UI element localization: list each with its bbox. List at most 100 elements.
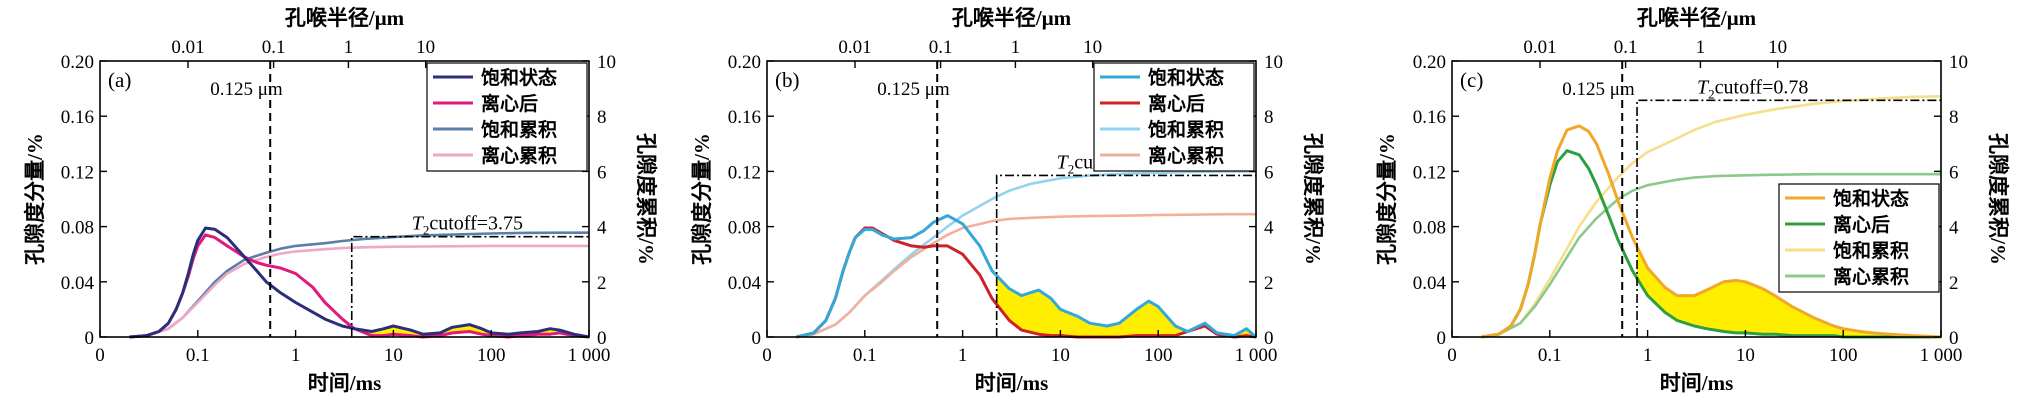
x-tick-label: 10: [1736, 345, 1755, 366]
top-tick-label: 1: [1011, 37, 1021, 58]
legend-label-2: 离心后: [1833, 213, 1890, 236]
y-left-axis-label: 孔隙度分量/%: [690, 133, 714, 265]
legend-label-3: 饱和累积: [1833, 239, 1909, 262]
cutoff-dashdot-line: [995, 174, 1256, 337]
x-tick-label: 0: [762, 345, 772, 366]
legend-label-1: 饱和状态: [481, 66, 557, 89]
y-right-tick-label: 4: [597, 218, 607, 239]
y-left-tick-label: 0: [1437, 328, 1447, 349]
x-tick-label: 1 000: [1235, 345, 1278, 366]
legend-box: [426, 62, 588, 172]
top-tick-label: 0.1: [1614, 37, 1638, 58]
top-tick-label: 0.1: [262, 37, 286, 58]
x-tick-label: 100: [1144, 345, 1173, 366]
x-tick-label: 0.1: [186, 345, 210, 366]
x-tick-label: 1: [958, 345, 968, 366]
top-tick-label: 10: [1083, 37, 1102, 58]
legend-label-3: 饱和累积: [481, 118, 557, 141]
top-tick-label: 10: [416, 37, 435, 58]
x-tick-label: 0: [95, 345, 105, 366]
x-axis-label: 时间/ms: [308, 371, 382, 395]
y-right-tick-label: 0: [1949, 328, 1959, 349]
y-right-tick-label: 10: [597, 52, 616, 73]
legend-label-4: 离心累积: [481, 144, 557, 167]
cutoff-t2-symbol: T: [412, 213, 425, 235]
x-tick-label: 1: [291, 345, 301, 366]
y-right-tick-label: 10: [1264, 52, 1283, 73]
plot-frame: [1451, 60, 1942, 338]
series-line-4: [129, 244, 589, 339]
top-axis-label: 孔喉半径/μm: [285, 6, 405, 30]
top-tick-label: 0.1: [929, 37, 953, 58]
x-tick-label: 100: [1829, 345, 1858, 366]
plot-frame: [99, 60, 590, 338]
y-right-tick-label: 8: [1264, 107, 1274, 128]
radius-annotation: 0.125 μm: [210, 79, 283, 100]
legend-box: [1093, 62, 1255, 172]
y-right-tick-label: 2: [1949, 273, 1959, 294]
radius-annotation: 0.125 μm: [1562, 79, 1635, 100]
y-right-tick-label: 6: [1264, 162, 1274, 183]
legend-box: [1778, 183, 1940, 293]
legend-label-2: 离心后: [1148, 92, 1205, 115]
x-tick-label: 100: [477, 345, 506, 366]
chart-panel-3: 0.125 μm T2cutoff=0.780 0.1 1 10 100 1 000时间/m…: [1375, 6, 2010, 395]
y-left-tick-label: 0.08: [61, 218, 94, 239]
series-line-4: [1481, 172, 1941, 339]
legend-label-2: 离心后: [481, 92, 538, 115]
cutoff-t2-symbol: T: [1697, 76, 1710, 98]
y-right-tick-label: 0: [1264, 328, 1274, 349]
y-left-tick-label: 0.16: [728, 107, 761, 128]
y-right-tick-label: 4: [1264, 218, 1274, 239]
y-right-axis-label: 孔隙度累积/%: [1986, 133, 2010, 265]
cutoff-annotation: T2cutoff=3.75: [412, 213, 523, 238]
panel-label: (c): [1460, 68, 1483, 92]
x-tick-label: 10: [1051, 345, 1070, 366]
cutoff-dashdot-line: [350, 235, 589, 337]
y-right-tick-label: 6: [1949, 162, 1959, 183]
y-left-tick-label: 0: [85, 328, 95, 349]
cutoff-value: cutoff=3.75: [429, 213, 523, 235]
y-right-tick-label: 10: [1949, 52, 1968, 73]
top-tick-label: 1: [344, 37, 354, 58]
y-right-tick-label: 2: [597, 273, 607, 294]
y-right-tick-label: 6: [597, 162, 607, 183]
y-right-axis-label: 孔隙度累积/%: [634, 133, 658, 265]
y-right-tick-label: 0: [597, 328, 607, 349]
top-axis-label: 孔喉半径/μm: [1637, 6, 1757, 30]
y-left-tick-label: 0.04: [728, 273, 762, 294]
y-left-tick-label: 0.04: [1413, 273, 1447, 294]
plot-frame: [766, 60, 1257, 338]
legend-label-4: 离心累积: [1148, 144, 1224, 167]
y-right-tick-label: 8: [1949, 107, 1959, 128]
cutoff-value: cutoff=0.78: [1715, 76, 1809, 98]
y-left-tick-label: 0.20: [1413, 52, 1446, 73]
y-left-tick-label: 0.20: [728, 52, 761, 73]
y-right-tick-label: 8: [597, 107, 607, 128]
cutoff-t2-subscript: 2: [423, 223, 430, 238]
legend-label-3: 饱和累积: [1148, 118, 1224, 141]
y-left-tick-label: 0.04: [61, 273, 95, 294]
radius-annotation: 0.125 μm: [877, 79, 950, 100]
x-tick-label: 0.1: [853, 345, 877, 366]
cutoff-t2-symbol: T: [1057, 151, 1070, 173]
cutoff-annotation: T2cutoff=0.78: [1697, 76, 1808, 101]
y-left-axis-label: 孔隙度分量/%: [23, 133, 47, 265]
panel-label: (b): [775, 68, 800, 92]
x-axis-label: 时间/ms: [975, 371, 1049, 395]
y-left-tick-label: 0.12: [61, 162, 94, 183]
top-tick-label: 0.01: [1523, 37, 1556, 58]
x-tick-label: 10: [384, 345, 403, 366]
y-left-tick-label: 0.12: [1413, 162, 1446, 183]
y-left-tick-label: 0.16: [61, 107, 94, 128]
series-line-3: [1481, 95, 1942, 339]
x-tick-label: 0: [1447, 345, 1457, 366]
y-left-tick-label: 0.12: [728, 162, 761, 183]
x-tick-label: 1 000: [1920, 345, 1963, 366]
legend-label-1: 饱和状态: [1833, 187, 1909, 210]
y-right-tick-label: 4: [1949, 218, 1959, 239]
top-tick-label: 1: [1696, 37, 1706, 58]
series-line-1: [1481, 124, 1942, 339]
